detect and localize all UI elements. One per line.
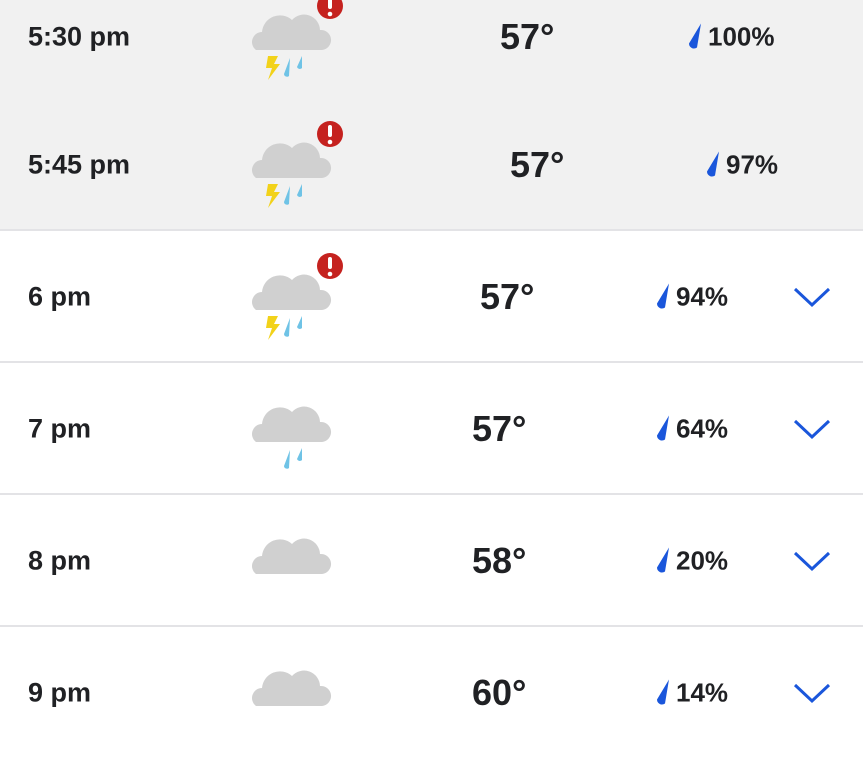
forecast-row[interactable]: 7 pm 57° 64% [0, 361, 863, 494]
raindrop-icon [657, 283, 669, 309]
precipitation: 20% [654, 545, 728, 576]
precipitation: 100% [686, 21, 775, 52]
forecast-time: 8 pm [28, 545, 92, 575]
forecast-time: 7 pm [28, 413, 92, 443]
precipitation-value: 94% [676, 281, 729, 311]
precipitation: 64% [654, 413, 728, 444]
temperature: 57° [480, 275, 535, 317]
chevron-down-icon[interactable] [792, 285, 832, 309]
forecast-row[interactable]: 8 pm 58° 20% [0, 493, 863, 626]
raindrop-icon [707, 151, 719, 177]
temperature: 57° [510, 143, 565, 185]
raindrop-icon [657, 547, 669, 573]
forecast-row[interactable]: 6 pm 57° 94% [0, 229, 863, 362]
alert-icon[interactable] [317, 0, 343, 19]
forecast-time: 5:30 pm [28, 21, 131, 51]
thunderstorm-icon [252, 120, 343, 208]
cloud-icon [252, 670, 332, 706]
precipitation-value: 20% [676, 545, 729, 575]
precipitation-value: 14% [676, 677, 729, 707]
thunderstorm-icon [252, 0, 343, 80]
chevron-down-icon[interactable] [792, 549, 832, 573]
rain-icon [252, 406, 332, 469]
precipitation: 94% [654, 281, 728, 312]
temperature: 57° [472, 407, 527, 449]
precipitation-value: 97% [726, 149, 779, 179]
precipitation: 97% [704, 149, 778, 180]
temperature: 60° [472, 671, 527, 713]
alert-icon[interactable] [317, 120, 343, 147]
thunderstorm-icon [252, 252, 343, 340]
raindrop-icon [689, 23, 701, 49]
forecast-row: 5:45 pm 57° 97% [0, 99, 863, 230]
temperature: 58° [472, 539, 527, 581]
forecast-time: 6 pm [28, 281, 92, 311]
alert-icon[interactable] [317, 252, 343, 279]
precipitation-value: 64% [676, 413, 729, 443]
forecast-time: 9 pm [28, 677, 92, 707]
raindrop-icon [657, 679, 669, 705]
precipitation-value: 100% [708, 21, 775, 51]
chevron-down-icon[interactable] [792, 681, 832, 705]
precipitation: 14% [654, 677, 728, 708]
forecast-row[interactable]: 9 pm 60° 14% [0, 625, 863, 758]
cloud-icon [252, 538, 332, 574]
forecast-time: 5:45 pm [28, 149, 131, 179]
raindrop-icon [657, 415, 669, 441]
forecast-row: 5:30 pm 57° 100% [0, 0, 863, 102]
chevron-down-icon[interactable] [792, 417, 832, 441]
temperature: 57° [500, 15, 555, 57]
